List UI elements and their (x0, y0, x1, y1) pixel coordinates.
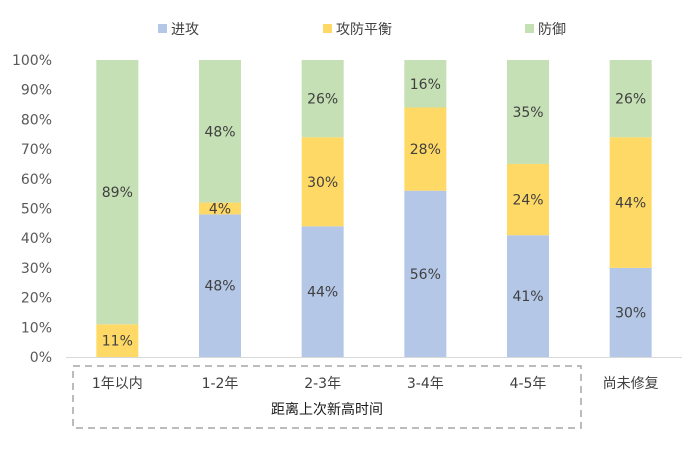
bar-segment (404, 190, 447, 357)
legend: 进攻 攻防平衡 防御 (158, 22, 566, 38)
y-tick-label: 50% (21, 202, 52, 218)
bar-segment (609, 137, 652, 268)
y-axis: 0% 10% 20% 30% 40% 50% 60% 70% 80% 90% 100% (12, 53, 52, 366)
data-label: 89% (102, 185, 133, 201)
data-label: 44% (615, 196, 646, 212)
legend-label: 攻防平衡 (336, 22, 392, 38)
bar-segment (199, 214, 241, 357)
data-label: 26% (615, 92, 646, 108)
bar-segment (96, 60, 139, 325)
y-tick-label: 10% (21, 320, 52, 336)
x-tick-label: 4-5年 (510, 376, 547, 392)
bar-segment (609, 60, 652, 138)
data-label: 26% (307, 92, 338, 108)
data-label: 44% (307, 285, 338, 301)
y-tick-label: 100% (12, 53, 52, 69)
group-bracket-box (72, 365, 582, 429)
bar-segment (507, 235, 549, 357)
y-tick-label: 80% (21, 112, 52, 128)
data-label: 28% (410, 142, 441, 158)
bar-segment (199, 60, 241, 203)
y-tick-label: 60% (21, 172, 52, 188)
bar-segment (301, 226, 344, 357)
bar-segment (507, 163, 549, 236)
bar-segment (609, 267, 652, 357)
group-label: 距离上次新高时间 (271, 401, 383, 418)
x-tick-label: 1-2年 (202, 376, 239, 392)
bar-segment (507, 60, 549, 164)
data-label: 35% (512, 105, 543, 121)
x-tick-label: 尚未修复 (603, 375, 659, 392)
y-tick-label: 20% (21, 291, 52, 307)
bar-segment (199, 202, 241, 215)
bar-segment (404, 60, 447, 108)
legend-label: 进攻 (171, 22, 199, 38)
bar-segment (96, 324, 139, 357)
legend-swatch (525, 24, 534, 33)
legend-label: 防御 (538, 22, 566, 38)
y-tick-label: 0% (30, 350, 52, 366)
data-label: 30% (307, 175, 338, 191)
data-label: 24% (512, 193, 543, 209)
y-tick-label: 70% (21, 142, 52, 158)
data-label: 41% (512, 289, 543, 305)
bar-segment (301, 137, 344, 227)
bars: 11% 89% 48% 4% 48% 44% 30% 26% 56% 28% 16% 41% 24% 35… (96, 60, 652, 357)
data-label: 16% (410, 77, 441, 93)
x-tick-label: 2-3年 (304, 376, 341, 392)
x-tick-label: 3-4年 (407, 376, 444, 392)
y-tick-label: 90% (21, 83, 52, 99)
legend-swatch (158, 24, 167, 33)
data-label: 48% (204, 124, 235, 140)
data-label: 30% (615, 305, 646, 321)
y-tick-label: 30% (21, 261, 52, 277)
x-tick-label: 1年以内 (92, 376, 143, 392)
bar-segment (404, 107, 447, 191)
data-label: 11% (102, 334, 133, 350)
y-tick-label: 40% (21, 231, 52, 247)
legend-swatch (323, 24, 332, 33)
data-label: 56% (410, 267, 441, 283)
data-label: 48% (204, 279, 235, 295)
x-axis: 1年以内 1-2年 2-3年 3-4年 4-5年 尚未修复 (66, 357, 682, 392)
bar-segment (301, 60, 344, 138)
data-label: 4% (209, 202, 231, 218)
